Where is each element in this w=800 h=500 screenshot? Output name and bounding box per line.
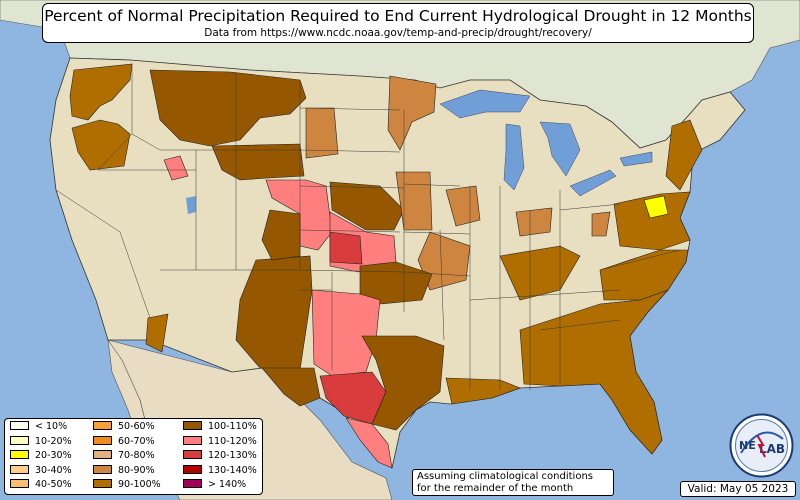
drought-area-arizona: [145, 313, 169, 353]
legend-swatch: [10, 435, 29, 445]
drought-area-idaho-south: [163, 155, 189, 181]
drought-area-idaho-montana: [149, 69, 307, 147]
drought-area-pacific-nw: [69, 63, 133, 121]
legend-label: 50-60%: [118, 421, 155, 432]
legend-swatch: [183, 450, 202, 459]
map-subtitle: Data from https://www.ncdc.noaa.gov/temp…: [204, 27, 592, 39]
drought-area-utah-co: [261, 209, 301, 261]
great-salt-lake: [186, 196, 196, 214]
legend-label: 60-70%: [118, 435, 155, 447]
legend-swatch: [10, 479, 29, 488]
map-title: Percent of Normal Precipitation Required…: [44, 7, 752, 25]
drought-area-mid-atlantic: [613, 191, 691, 251]
legend-item: 90-100%: [93, 479, 161, 491]
drought-area-kansas: [329, 231, 363, 265]
legend-swatch: [183, 421, 202, 430]
drought-area-northeast: [665, 119, 703, 191]
legend-swatch: [10, 464, 29, 474]
legend-label: 20-30%: [35, 450, 72, 461]
logo-text-left: NE: [739, 439, 756, 452]
title-box: Percent of Normal Precipitation Required…: [42, 3, 754, 43]
logo-text-right: LAB: [759, 442, 785, 456]
lake-huron: [539, 121, 581, 177]
assumption-line-1: Assuming climatological conditions: [417, 471, 593, 482]
drought-area-virginia: [591, 211, 611, 237]
drought-area-louisiana: [445, 377, 521, 405]
drought-area-iowa: [395, 171, 433, 231]
legend-label: 120-130%: [208, 450, 257, 461]
legend-label: 90-100%: [118, 479, 161, 490]
legend-label: 30-40%: [35, 464, 72, 476]
legend-swatch: [93, 464, 112, 474]
legend-item: 120-130%: [183, 450, 257, 462]
legend-item: 40-50%: [10, 479, 72, 491]
assumption-note: Assuming climatological conditions for t…: [412, 469, 614, 496]
legend-swatch: [10, 421, 29, 430]
valid-date-label: Valid: May 05 2023: [680, 481, 796, 497]
legend-swatch: [93, 479, 112, 488]
legend-item: 20-30%: [10, 450, 72, 462]
legend-label: 100-110%: [208, 421, 257, 432]
drought-area-west-texas: [311, 289, 381, 377]
lake-erie: [569, 169, 617, 197]
legend-item: 50-60%: [93, 421, 155, 433]
drought-area-carolinas: [599, 249, 689, 301]
drought-area-ohio-valley: [515, 207, 553, 237]
legend-label: 70-80%: [118, 450, 155, 461]
drought-area-east-texas: [361, 335, 445, 431]
lake-michigan: [503, 123, 525, 191]
legend-swatch: [10, 450, 29, 459]
drought-area-west-texas-south: [261, 367, 321, 407]
legend-item: < 10%: [10, 421, 67, 433]
legend-label: < 10%: [35, 421, 68, 432]
legend-item: 10-20%: [10, 435, 72, 448]
legend-item: 30-40%: [10, 464, 72, 477]
legend-label: 80-90%: [118, 464, 155, 476]
drought-area-nebraska: [329, 181, 405, 231]
legend-item: 100-110%: [183, 421, 257, 433]
legend-label: > 140%: [208, 479, 247, 490]
legend-swatch: [183, 464, 202, 474]
lake-superior: [439, 89, 531, 119]
legend-item: 110-120%: [183, 435, 257, 448]
drought-area-dakotas: [305, 107, 339, 159]
legend-item: 70-80%: [93, 450, 155, 462]
drought-area-delmarva: [643, 195, 669, 219]
legend-item: 80-90%: [93, 464, 155, 477]
legend-swatch: [183, 435, 202, 445]
legend-item: 130-140%: [183, 464, 257, 477]
legend-item: 60-70%: [93, 435, 155, 448]
drought-area-nebraska-sd: [265, 179, 333, 251]
assumption-line-2: for the remainder of the month: [417, 483, 574, 494]
legend-swatch: [183, 479, 202, 488]
legend-swatch: [93, 450, 112, 459]
legend-label: 10-20%: [35, 435, 72, 447]
legend-label: 40-50%: [35, 479, 72, 490]
lake-ontario: [619, 151, 653, 167]
drought-area-oregon: [71, 119, 131, 171]
legend-item: > 140%: [183, 479, 246, 491]
legend-swatch: [93, 421, 112, 430]
drought-area-minnesota: [387, 75, 437, 151]
drought-area-illinois: [445, 185, 481, 227]
legend: < 10% 10-20% 20-30% 30-40% 40-50% 50-60% 60-70…: [4, 418, 263, 495]
legend-swatch: [93, 435, 112, 445]
nelab-logo: NE LAB: [729, 413, 794, 478]
state-borders: [55, 64, 681, 390]
legend-label: 110-120%: [208, 435, 257, 447]
legend-label: 130-140%: [208, 464, 257, 476]
